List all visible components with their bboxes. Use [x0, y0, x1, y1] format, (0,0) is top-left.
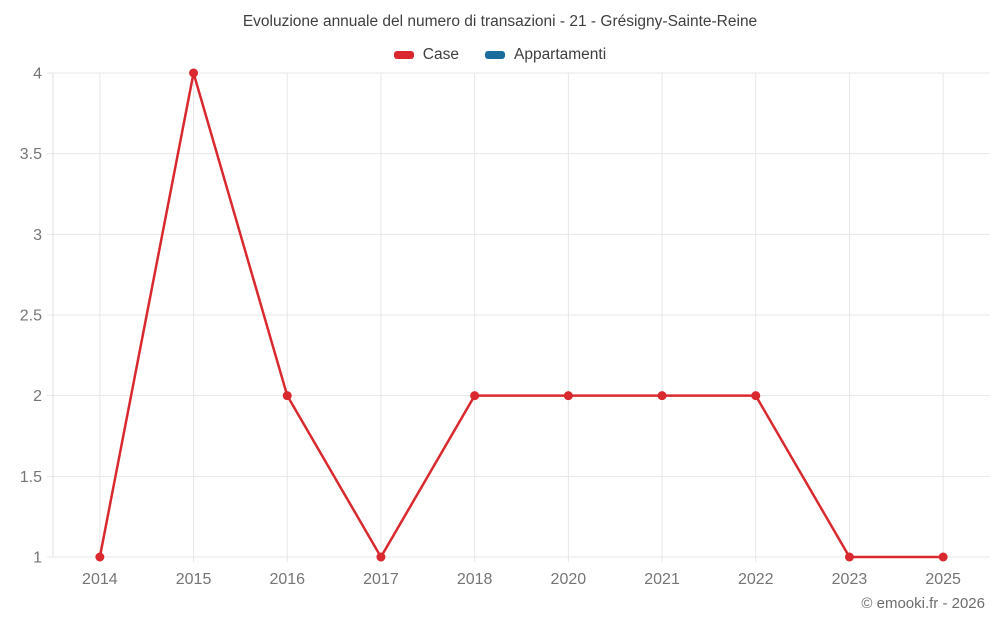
case-data-point[interactable] — [376, 552, 386, 562]
y-axis-label: 1.5 — [20, 469, 42, 486]
case-data-point[interactable] — [189, 68, 199, 78]
y-axis-label: 2.5 — [20, 308, 42, 325]
x-axis-label: 2018 — [457, 571, 493, 588]
x-axis-label: 2015 — [176, 571, 212, 588]
x-axis-label: 2017 — [363, 571, 399, 588]
y-axis-label: 3 — [33, 227, 42, 244]
x-axis-label: 2022 — [738, 571, 774, 588]
y-axis-label: 1 — [33, 550, 42, 567]
case-data-point[interactable] — [563, 391, 573, 401]
legend-item-appartamenti[interactable]: Appartamenti — [484, 46, 607, 64]
chart-title: Evoluzione annuale del numero di transaz… — [242, 13, 758, 30]
copyright-footer: © emooki.fr - 2026 — [861, 595, 985, 612]
y-axis-label: 3.5 — [20, 146, 42, 163]
legend: Case Appartamenti — [0, 46, 1000, 64]
y-axis-label: 2 — [33, 388, 42, 405]
x-axis-label: 2025 — [925, 571, 961, 588]
case-data-point[interactable] — [470, 391, 480, 401]
x-axis-label: 2021 — [644, 571, 680, 588]
y-axis-label: 4 — [33, 66, 42, 83]
x-axis-label: 2014 — [82, 571, 118, 588]
case-data-point[interactable] — [282, 391, 292, 401]
case-data-point[interactable] — [751, 391, 761, 401]
case-data-point[interactable] — [95, 552, 105, 562]
legend-item-case[interactable]: Case — [393, 46, 459, 64]
case-data-point[interactable] — [657, 391, 667, 401]
appartamenti-series-swatch-icon — [484, 51, 505, 59]
case-line-series[interactable] — [98, 71, 945, 559]
x-axis-label: 2016 — [269, 571, 305, 588]
case-data-point[interactable] — [938, 552, 948, 562]
legend-label-case: Case — [422, 46, 459, 63]
x-axis-label: 2020 — [551, 571, 587, 588]
legend-label-appartamenti: Appartamenti — [513, 46, 607, 63]
x-axis-label: 2023 — [832, 571, 868, 588]
case-series-swatch-icon — [393, 51, 414, 59]
case-data-point[interactable] — [844, 552, 854, 562]
